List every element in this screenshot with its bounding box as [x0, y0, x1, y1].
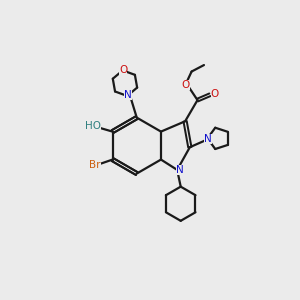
Text: N: N: [204, 134, 212, 144]
Text: N: N: [176, 165, 183, 175]
Text: Br: Br: [89, 160, 100, 170]
Text: HO: HO: [85, 121, 101, 131]
Text: N: N: [124, 90, 132, 100]
Text: O: O: [119, 65, 128, 75]
Text: O: O: [211, 89, 219, 99]
Text: O: O: [181, 80, 190, 90]
